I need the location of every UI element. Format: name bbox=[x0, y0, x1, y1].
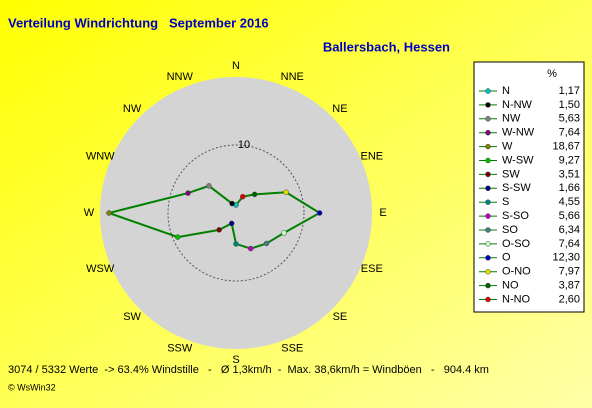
legend-label: NO bbox=[502, 280, 519, 292]
grid-ring bbox=[167, 144, 305, 282]
legend-label: SW bbox=[502, 168, 520, 180]
radar-point bbox=[281, 230, 287, 236]
legend-value: 1,50 bbox=[559, 99, 580, 111]
radar-point bbox=[229, 200, 235, 207]
legend-box bbox=[473, 61, 585, 313]
legend-value: 1,66 bbox=[559, 182, 580, 194]
legend-label: SO bbox=[502, 224, 518, 236]
radar-point bbox=[263, 240, 270, 247]
chart-subtitle: Ballersbach, Hessen bbox=[323, 39, 450, 54]
legend-label: S-SW bbox=[502, 182, 531, 194]
axis-label: WSW bbox=[86, 263, 115, 275]
axis-label: SW bbox=[123, 311, 141, 323]
axis-label: NNW bbox=[167, 71, 194, 83]
legend-value: 3,87 bbox=[559, 280, 580, 292]
legend-marker bbox=[485, 213, 491, 219]
radar-point bbox=[216, 227, 222, 233]
axis-label: SE bbox=[333, 311, 348, 323]
radar-point bbox=[247, 245, 254, 252]
axis-label: ESE bbox=[361, 263, 383, 275]
radar-point bbox=[233, 241, 239, 247]
radar-point bbox=[106, 210, 112, 216]
legend-marker bbox=[485, 199, 491, 205]
radar-point bbox=[185, 190, 191, 196]
axis-label: N bbox=[232, 60, 240, 72]
radar-point bbox=[316, 210, 323, 216]
legend-value: 7,64 bbox=[559, 127, 580, 139]
legend-marker bbox=[485, 171, 491, 178]
legend-label: S bbox=[502, 196, 509, 208]
radar-point bbox=[283, 189, 289, 196]
legend-label: N-NO bbox=[502, 293, 531, 305]
legend-marker bbox=[485, 255, 491, 261]
legend-marker bbox=[485, 143, 491, 150]
legend-marker bbox=[485, 116, 491, 122]
legend-marker bbox=[485, 185, 491, 192]
legend-marker bbox=[485, 227, 491, 233]
axis-label: SSE bbox=[281, 343, 303, 355]
axis-label: SSW bbox=[167, 343, 193, 355]
legend-marker bbox=[485, 157, 491, 164]
legend-value: 9,27 bbox=[559, 154, 580, 166]
legend-label: W-SW bbox=[502, 154, 534, 166]
axis-label: WNW bbox=[86, 151, 115, 163]
legend-value: 3,51 bbox=[559, 168, 580, 180]
legend-label: S-SO bbox=[502, 210, 529, 222]
legend-label: W-NW bbox=[502, 127, 535, 139]
legend-value: 4,55 bbox=[559, 196, 580, 208]
legend-marker bbox=[485, 102, 491, 108]
radar-point bbox=[228, 220, 235, 227]
footer: 3074 / 5332 Werte -> 63.4% Windstille - … bbox=[8, 364, 489, 376]
chart-title: Verteilung Windrichtung September 2016 bbox=[8, 15, 269, 30]
legend-marker bbox=[485, 88, 491, 94]
axis-label: NW bbox=[123, 103, 142, 115]
axis-label: NE bbox=[332, 103, 347, 115]
legend-title: % bbox=[547, 68, 557, 80]
legend-value: 6,34 bbox=[559, 224, 580, 236]
legend-label: O-NO bbox=[502, 266, 531, 278]
legend-value: 2,60 bbox=[559, 293, 580, 305]
legend-label: W bbox=[502, 141, 513, 153]
legend-value: 7,64 bbox=[559, 238, 580, 250]
plot-area bbox=[100, 77, 372, 349]
axis-label: ENE bbox=[360, 151, 383, 163]
axis-label: NNE bbox=[281, 71, 304, 83]
legend-value: 5,63 bbox=[559, 113, 580, 125]
legend-value: 12,30 bbox=[552, 252, 580, 264]
legend-value: 5,66 bbox=[559, 210, 580, 222]
axis-label: E bbox=[379, 207, 386, 219]
legend-label: N-NW bbox=[502, 99, 533, 111]
legend-marker bbox=[485, 268, 491, 275]
legend-marker bbox=[485, 282, 491, 289]
legend-marker bbox=[485, 129, 491, 136]
legend-marker bbox=[485, 241, 491, 247]
r-tick-label: 10 bbox=[238, 139, 250, 151]
radar-point bbox=[175, 234, 181, 240]
radar-point bbox=[251, 191, 258, 198]
credit: © WsWin32 bbox=[8, 382, 56, 392]
legend-label: N bbox=[502, 85, 510, 97]
legend-label: O-SO bbox=[502, 238, 531, 250]
legend-value: 18,67 bbox=[552, 141, 580, 153]
legend-value: 7,97 bbox=[559, 266, 580, 278]
legend-label: NW bbox=[502, 113, 521, 125]
legend-marker bbox=[485, 296, 491, 303]
radar-point bbox=[206, 183, 212, 189]
radar-point bbox=[240, 193, 246, 200]
axis-label: W bbox=[84, 207, 95, 219]
axis-label: S bbox=[232, 354, 239, 366]
legend-value: 1,17 bbox=[559, 85, 580, 97]
legend-label: O bbox=[502, 252, 511, 264]
